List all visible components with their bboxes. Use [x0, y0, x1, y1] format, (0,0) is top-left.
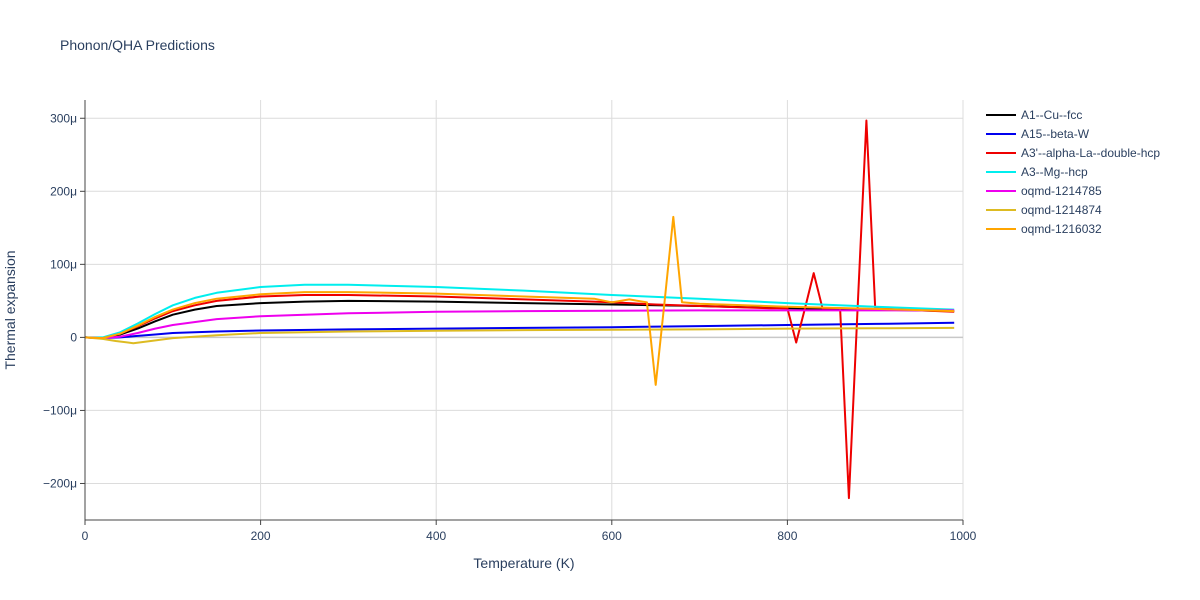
y-tick-label: −100μ	[43, 403, 77, 417]
legend: A1--Cu--fcc A15--beta-W A3'--alpha-La--dou…	[986, 108, 1160, 236]
series-line-5	[84, 309, 955, 340]
legend-label: oqmd-1216032	[1021, 222, 1102, 236]
legend-label: oqmd-1214785	[1021, 184, 1102, 198]
x-tick-label: 400	[426, 529, 446, 543]
x-tick-label: 800	[777, 529, 797, 543]
x-axis-title: Temperature (K)	[473, 555, 574, 571]
chart-title: Phonon/QHA Predictions	[60, 37, 215, 53]
series-line-2	[84, 321, 955, 340]
y-tick-label: 0	[70, 330, 77, 344]
y-tick-label: 200μ	[50, 184, 77, 198]
series-line-3	[84, 119, 955, 500]
x-tick-label: 200	[251, 529, 271, 543]
legend-label: oqmd-1214874	[1021, 203, 1102, 217]
y-tick-label: 300μ	[50, 111, 77, 125]
y-tick-label: 100μ	[50, 257, 77, 271]
x-tick-label: 0	[82, 529, 89, 543]
y-tick-label: −200μ	[43, 476, 77, 490]
legend-label: A3'--alpha-La--double-hcp	[1021, 146, 1160, 160]
series-line-6	[84, 326, 955, 345]
y-axis-title: Thermal expansion	[2, 250, 18, 369]
legend-label: A3--Mg--hcp	[1021, 165, 1088, 179]
series-layer	[84, 119, 955, 500]
x-tick-label: 1000	[950, 529, 977, 543]
series-line-4	[85, 283, 955, 339]
legend-label: A15--beta-W	[1021, 127, 1090, 141]
series-line-7	[84, 215, 955, 386]
x-tick-label: 600	[602, 529, 622, 543]
grid-layer	[85, 100, 964, 520]
axes-layer: 0 200 400 600 800 1000 −200μ −100μ 0 100μ 200μ 300μ	[43, 100, 977, 543]
legend-label: A1--Cu--fcc	[1021, 108, 1082, 122]
